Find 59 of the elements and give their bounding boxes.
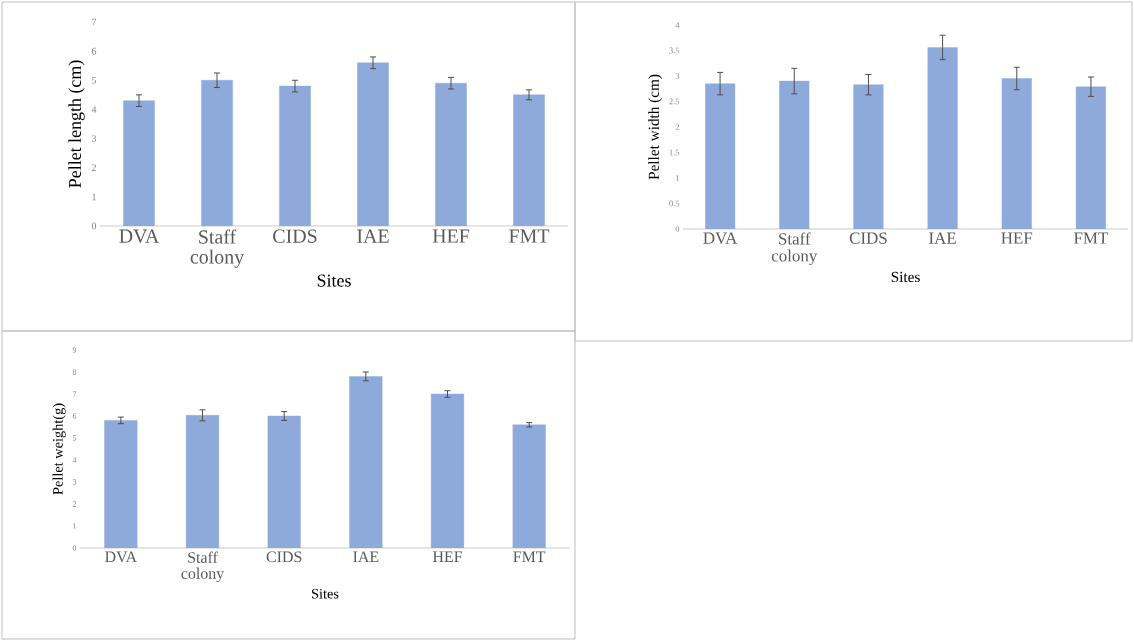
x-tick-label: DVA [119, 229, 160, 243]
bar [357, 62, 389, 226]
y-tick-label: 1.5 [669, 149, 680, 156]
y-tick-label: 4 [91, 106, 97, 113]
x-tick-label: DVA [703, 232, 738, 244]
y-tick-label: 3 [675, 73, 680, 79]
y-tick-label: 3 [91, 135, 97, 142]
bar [927, 47, 958, 229]
x-tick-label: FMT [1074, 232, 1109, 244]
x-tick-label: CIDS [849, 232, 887, 244]
x-tick-label: Staff colony [771, 232, 818, 266]
x-tick-label: HEF [432, 551, 462, 562]
y-tick-label: 1 [676, 175, 679, 181]
y-tick-label: 1 [92, 193, 96, 201]
y-axis-title: Pellet length (cm) [68, 60, 85, 188]
x-tick-label: HEF [432, 229, 470, 243]
bar [267, 415, 301, 548]
x-tick-label: DVA [105, 551, 137, 563]
bar [1001, 78, 1032, 229]
y-tick-label: 2 [91, 164, 96, 171]
x-tick-label: FMT [513, 551, 546, 562]
y-tick-label: 0 [91, 222, 97, 230]
x-tick-label: IAE [357, 229, 389, 243]
x-tick-label: Staff colony [181, 551, 225, 583]
x-tick-label: CIDS [273, 229, 317, 243]
x-tick-label: Staff colony [190, 229, 245, 268]
x-axis-title: Sites [891, 271, 920, 283]
y-tick-label: 3.5 [669, 47, 680, 54]
bar [185, 415, 220, 548]
bar [104, 420, 138, 548]
y-tick-label: 0.5 [669, 200, 680, 207]
bar [123, 100, 155, 226]
y-tick-label: 7 [92, 18, 97, 26]
y-tick-label: 4 [675, 22, 680, 28]
bar [512, 424, 546, 548]
x-tick-label: IAE [353, 551, 379, 563]
bar [435, 82, 467, 226]
x-tick-label: HEF [1001, 232, 1033, 244]
bar [853, 84, 884, 229]
x-tick-label: CIDS [266, 551, 302, 563]
x-axis-title: Sites [317, 274, 351, 287]
bar [349, 376, 383, 548]
bar [1075, 86, 1106, 229]
bar [513, 94, 545, 226]
y-tick-label: 5 [92, 76, 97, 84]
bar [279, 85, 311, 226]
y-axis-title: Pellet weight(g) [52, 403, 66, 495]
y-tick-label: 2.5 [669, 98, 680, 105]
y-tick-label: 6 [91, 47, 97, 55]
x-tick-label: FMT [509, 229, 550, 243]
y-axis-title: Pellet width (cm) [648, 74, 663, 180]
x-axis-title: Sites [312, 588, 339, 599]
bar [779, 80, 810, 229]
x-tick-label: IAE [929, 232, 956, 244]
bar [705, 83, 736, 229]
bar [430, 393, 465, 548]
y-tick-label: 2 [675, 124, 680, 130]
y-tick-label: 0 [675, 226, 680, 232]
bar [201, 80, 233, 226]
